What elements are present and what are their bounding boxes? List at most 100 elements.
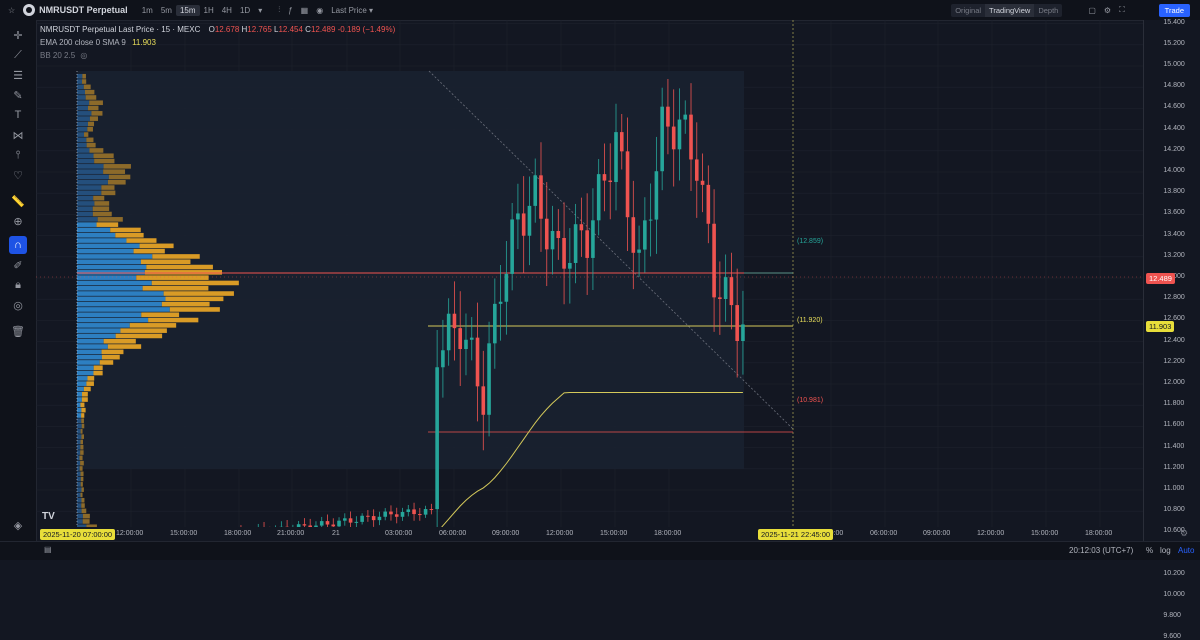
vp-bar-buy — [77, 514, 83, 519]
ema-legend[interactable]: EMA 200 close 0 SMA 9 11.903 — [40, 38, 156, 47]
trash-icon[interactable]: 🗑︎ — [9, 322, 27, 340]
vp-bar-sell — [101, 191, 115, 196]
bb-legend[interactable]: BB 20 2.5 ◎ — [40, 51, 87, 60]
vp-bar-buy — [77, 169, 103, 174]
price-tick: 11.600 — [1163, 421, 1184, 428]
camera-icon[interactable]: ◉ — [312, 6, 327, 15]
interval-1m[interactable]: 1m — [138, 6, 157, 15]
calendar-icon[interactable]: ▢ — [1084, 6, 1100, 15]
vp-bar-buy — [77, 127, 87, 132]
price-tick: 13.600 — [1163, 209, 1184, 216]
time-tick: 15:00:00 — [600, 530, 627, 537]
vp-bar-buy — [77, 238, 126, 243]
settings-icon[interactable]: ⚙ — [1100, 6, 1115, 15]
lock-icon[interactable]: 🔒︎ — [9, 276, 27, 294]
price-tick: 13.400 — [1163, 231, 1184, 238]
percent-toggle[interactable]: % — [1146, 546, 1153, 555]
trend-line-icon[interactable]: ⟋ — [9, 46, 27, 64]
vp-bar-buy — [77, 222, 97, 227]
layout-icon[interactable]: ▦ — [297, 6, 313, 15]
view-depth[interactable]: Depth — [1034, 4, 1062, 17]
vp-bar-sell — [141, 312, 179, 317]
crosshair-icon[interactable]: ✛ — [9, 26, 27, 44]
candle-body — [343, 518, 347, 520]
interval-1h[interactable]: 1H — [200, 6, 218, 15]
symbol-name[interactable]: NMRUSDT Perpetual — [39, 5, 128, 15]
tradingview-logo: TV — [42, 511, 55, 522]
exchange-logo-icon — [23, 4, 35, 16]
vp-bar-sell — [87, 143, 96, 148]
brush-icon[interactable]: ✎ — [9, 86, 27, 104]
vp-bar-sell — [134, 249, 165, 254]
eye-icon[interactable]: ◎ — [9, 296, 27, 314]
vp-bar-sell — [143, 286, 209, 291]
vp-bar-buy — [77, 392, 82, 397]
vp-bar-sell — [136, 275, 208, 280]
vp-bar-buy — [77, 291, 164, 296]
ruler-icon[interactable]: 📏 — [9, 192, 27, 210]
vp-bar-sell — [104, 164, 131, 169]
interval-1d[interactable]: 1D — [236, 6, 254, 15]
vp-bar-buy — [77, 106, 88, 111]
vp-bar-sell — [80, 466, 83, 471]
interval-5m[interactable]: 5m — [157, 6, 176, 15]
interval-15m[interactable]: 15m — [176, 5, 200, 16]
vp-bar-sell — [81, 477, 84, 482]
forecast-icon[interactable]: ⫯ — [9, 146, 27, 164]
pattern-icon[interactable]: ⋈ — [9, 126, 27, 144]
price-type-select[interactable]: Last Price ▾ — [327, 6, 377, 15]
vp-bar-buy — [77, 159, 94, 164]
view-original[interactable]: Original — [951, 4, 985, 17]
layers-icon[interactable]: ◈ — [9, 516, 27, 534]
candle-body — [418, 514, 422, 515]
price-chart[interactable]: (12.859) (11.920) (10.981) TV — [36, 20, 1143, 527]
lock-drawing-icon[interactable]: ✐ — [9, 256, 27, 274]
auto-toggle[interactable]: Auto — [1178, 546, 1194, 555]
candle-body — [672, 127, 676, 150]
date-range-icon[interactable]: ▤ — [44, 545, 52, 554]
price-tick: 12.800 — [1163, 294, 1184, 301]
candle-body — [453, 314, 457, 328]
interval-4h[interactable]: 4H — [218, 6, 236, 15]
text-icon[interactable]: T — [9, 106, 27, 124]
magnet-icon[interactable]: ∩ — [9, 236, 27, 254]
indicators-icon[interactable]: ƒ — [284, 6, 296, 15]
vp-bar-sell — [80, 403, 84, 408]
candle-body — [355, 522, 359, 523]
heart-icon[interactable]: ♡ — [9, 166, 27, 184]
axis-settings-icon[interactable]: ⚙ — [1180, 528, 1188, 539]
candle-body — [395, 514, 399, 516]
log-toggle[interactable]: log — [1160, 546, 1171, 555]
candle-body — [447, 314, 451, 351]
candle-body — [481, 386, 485, 414]
trade-button[interactable]: Trade — [1159, 4, 1190, 17]
time-tick: 15:00:00 — [170, 530, 197, 537]
star-icon[interactable]: ☆ — [4, 6, 19, 15]
price-tick: 12.200 — [1163, 358, 1184, 365]
chevron-down-icon[interactable]: ▾ — [254, 6, 266, 15]
vp-bar-buy — [77, 466, 80, 471]
vp-bar-buy — [77, 233, 115, 238]
candle-type-icon[interactable]: ⫶ — [274, 5, 284, 15]
view-tradingview[interactable]: TradingView — [985, 4, 1034, 17]
vp-bar-sell — [116, 334, 162, 339]
fullscreen-icon[interactable]: ⛶ — [1115, 5, 1129, 15]
vp-bar-sell — [84, 85, 91, 90]
zoom-icon[interactable]: ⊕ — [9, 212, 27, 230]
view-switcher: Original TradingView Depth — [951, 4, 1062, 17]
candle-body — [505, 274, 509, 302]
vp-bar-buy — [77, 397, 82, 402]
vp-bar-sell — [87, 127, 93, 132]
candle-body — [718, 297, 722, 299]
vp-bar-sell — [93, 371, 102, 376]
horizontal-lines-icon[interactable]: ☰ — [9, 66, 27, 84]
vp-bar-buy — [77, 503, 81, 508]
vp-bar-buy — [77, 206, 93, 211]
eye-icon[interactable]: ◎ — [80, 51, 87, 60]
vp-bar-sell — [162, 302, 210, 307]
vp-bar-buy — [77, 350, 102, 355]
candle-body — [303, 524, 307, 525]
vp-bar-buy — [77, 360, 100, 365]
